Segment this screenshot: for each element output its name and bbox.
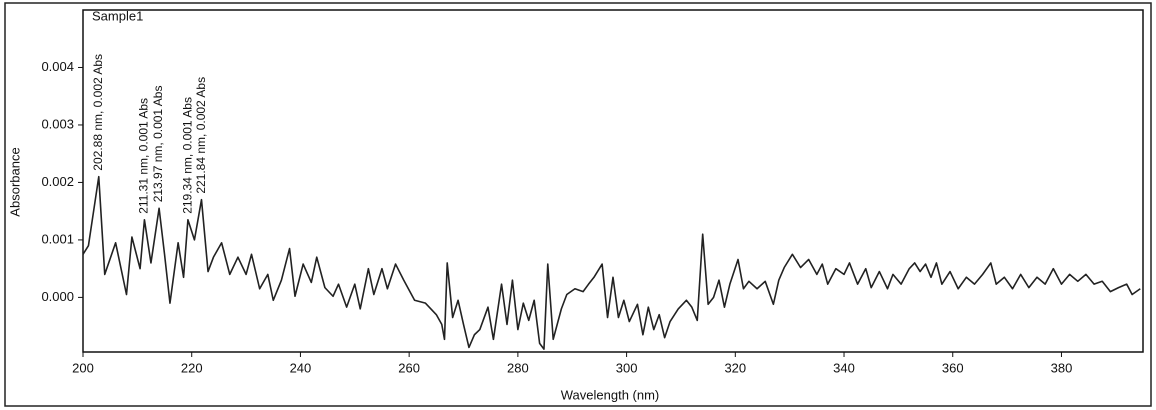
y-tick-label: 0.000 bbox=[41, 289, 74, 304]
y-tick-label: 0.003 bbox=[41, 116, 74, 131]
y-tick-label: 0.002 bbox=[41, 174, 74, 189]
peak-annotation: 202.88 nm, 0.002 Abs bbox=[91, 54, 105, 171]
chart-title: Sample1 bbox=[92, 8, 143, 23]
x-tick-label: 240 bbox=[290, 360, 312, 375]
x-tick-label: 380 bbox=[1051, 360, 1073, 375]
x-tick-label: 260 bbox=[398, 360, 420, 375]
peak-annotation: 219.34 nm, 0.001 Abs bbox=[180, 97, 194, 214]
x-tick-label: 220 bbox=[181, 360, 203, 375]
plot-frame bbox=[82, 9, 1144, 353]
y-tick-label: 0.001 bbox=[41, 231, 74, 246]
x-tick-label: 200 bbox=[72, 360, 94, 375]
x-tick-label: 360 bbox=[942, 360, 964, 375]
y-tick-label: 0.004 bbox=[41, 59, 74, 74]
y-axis-label: Absorbance bbox=[7, 147, 22, 216]
peak-annotation: 213.97 nm, 0.001 Abs bbox=[151, 86, 165, 203]
page-frame bbox=[4, 2, 1152, 407]
spectrum-line bbox=[82, 175, 1141, 350]
peak-annotation: 221.84 nm, 0.002 Abs bbox=[194, 77, 208, 194]
x-tick-label: 320 bbox=[724, 360, 746, 375]
x-tick-label: 280 bbox=[507, 360, 529, 375]
peak-annotation: 211.31 nm, 0.001 Abs bbox=[137, 98, 151, 214]
x-axis-label: Wavelength (nm) bbox=[561, 387, 660, 402]
x-tick-label: 340 bbox=[833, 360, 855, 375]
x-tick-label: 300 bbox=[616, 360, 638, 375]
